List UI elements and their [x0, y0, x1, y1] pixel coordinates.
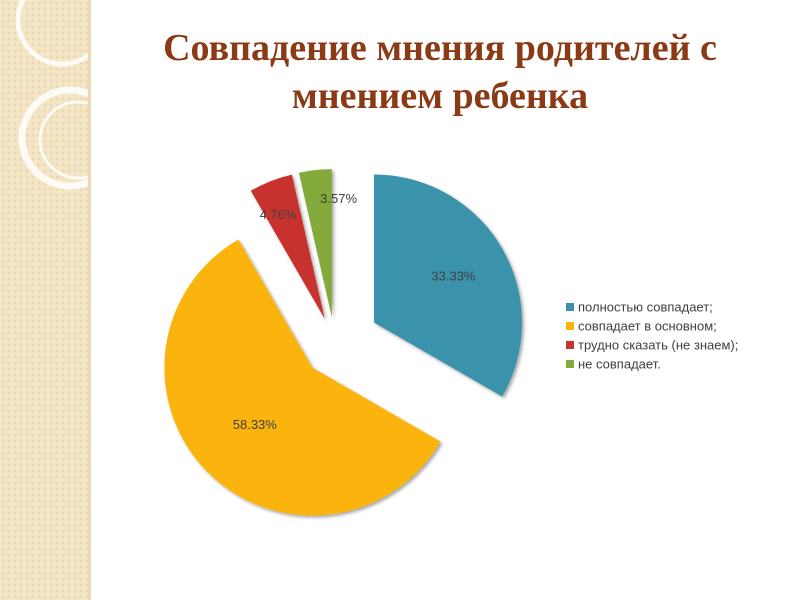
- decorative-rings: [15, 0, 88, 190]
- data-label-3: 4.76%: [260, 207, 297, 222]
- legend-swatch-4: [566, 360, 574, 368]
- pie-slice-1: [373, 174, 522, 397]
- decorative-ring-top: [15, 0, 88, 67]
- legend-label-1: полностью совпадает;: [578, 300, 713, 315]
- side-panel-edge: [88, 0, 91, 600]
- pie-slice-2: [164, 239, 441, 516]
- data-label-4: 3.57%: [320, 191, 357, 206]
- decorative-ring-inner: [38, 100, 88, 180]
- decorative-side-panel: [0, 0, 88, 600]
- legend-swatch-3: [566, 341, 574, 349]
- data-label-1: 33.33%: [431, 269, 476, 284]
- legend-label-3: трудно сказать (не знаем);: [578, 338, 738, 353]
- legend-label-4: не совпадает.: [578, 357, 661, 372]
- pie-slice-3: [250, 174, 325, 319]
- decorative-ring-middle: [18, 86, 88, 190]
- legend-swatch-1: [566, 303, 574, 311]
- data-label-2: 58.33%: [233, 417, 278, 432]
- pie-slice-4: [298, 169, 332, 318]
- chart-legend: полностью совпадает; совпадает в основном…: [566, 300, 738, 372]
- legend-swatch-2: [566, 322, 574, 330]
- legend-label-2: совпадает в основном;: [578, 319, 717, 334]
- slide-title: Совпадение мнения родителей с мнением ре…: [163, 27, 717, 117]
